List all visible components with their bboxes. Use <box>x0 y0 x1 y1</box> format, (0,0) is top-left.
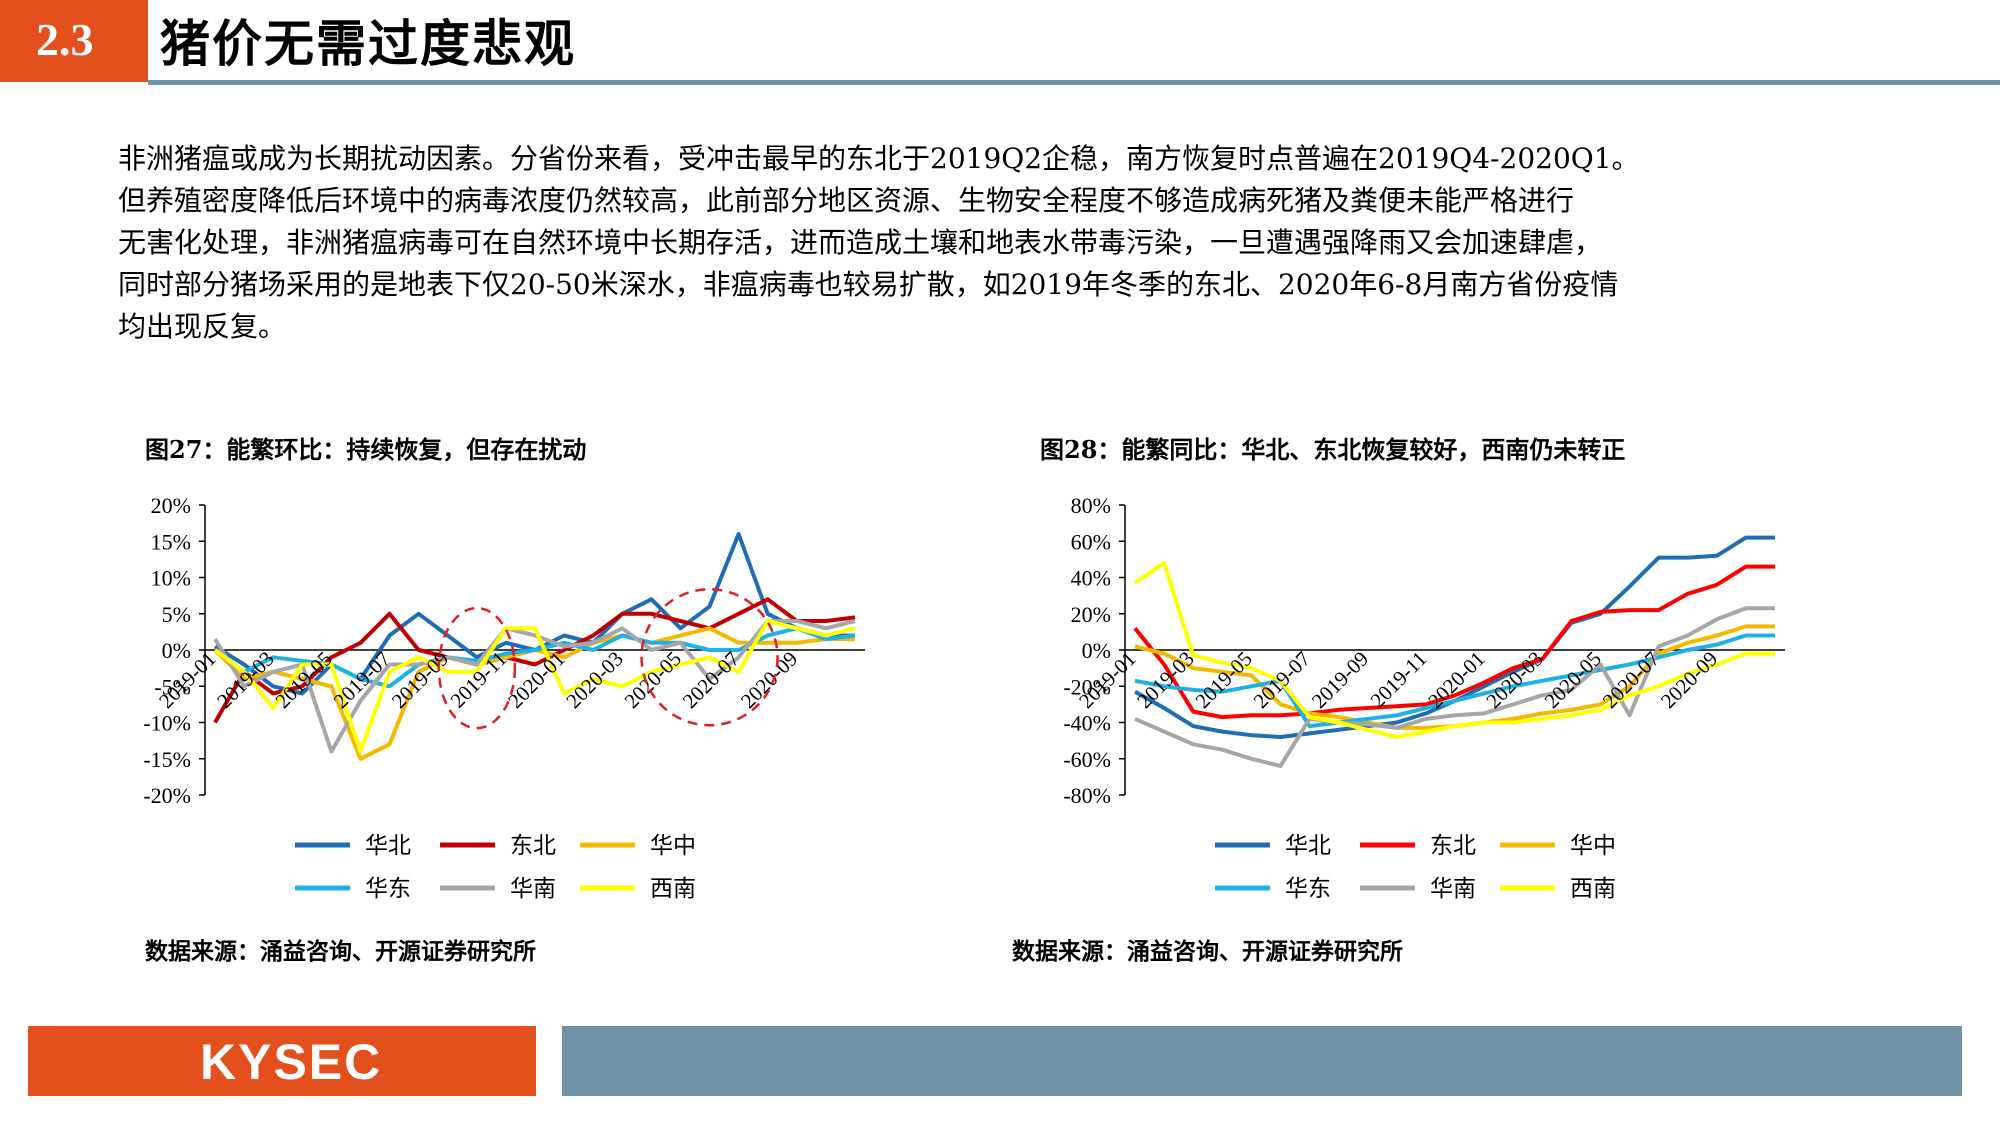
intro-line: 无害化处理，非洲猪瘟病毒可在自然环境中长期存活，进而造成土壤和地表水带毒污染，一… <box>118 226 1603 259</box>
footer-bar <box>562 1026 1962 1096</box>
y-tick-label: 15% <box>151 529 191 554</box>
y-tick-label: -20% <box>143 783 191 808</box>
y-tick-label: 20% <box>151 493 191 518</box>
legend-label: 华中 <box>650 833 696 859</box>
y-tick-label: -80% <box>1063 783 1111 808</box>
x-tick-label: 2020-05 <box>620 647 686 713</box>
x-tick-label: 2019-11 <box>1366 647 1432 713</box>
y-tick-label: -60% <box>1063 747 1111 772</box>
legend-label: 华南 <box>510 876 556 902</box>
figure-27-source: 数据来源：涌益咨询、开源证券研究所 <box>145 938 536 965</box>
intro-line: 均出现反复。 <box>118 310 287 343</box>
chart-fertile-sow-mom: 20%15%10%5%0%-5%-10%-15%-20%2019-012019-… <box>143 493 865 902</box>
legend-label: 西南 <box>1570 876 1616 902</box>
chart-fertile-sow-yoy: 80%60%40%20%0%-20%-40%-60%-80%2019-01201… <box>1063 493 1785 902</box>
intro-line: 但养殖密度降低后环境中的病毒浓度仍然较高，此前部分地区资源、生物安全程度不够造成… <box>118 184 1575 217</box>
y-tick-label: -5% <box>154 674 191 699</box>
y-tick-label: 0% <box>1082 638 1111 663</box>
section-badge <box>0 0 148 82</box>
y-tick-label: -15% <box>143 747 191 772</box>
figure-27-title: 图27：能繁环比：持续恢复，但存在扰动 <box>145 435 587 464</box>
y-tick-label: 40% <box>1071 566 1111 591</box>
header-divider <box>148 80 2000 85</box>
x-tick-label: 2019-09 <box>1307 647 1373 713</box>
y-tick-label: -40% <box>1063 711 1111 736</box>
y-tick-label: -20% <box>1063 674 1111 699</box>
y-tick-label: 0% <box>162 638 191 663</box>
y-tick-label: 80% <box>1071 493 1111 518</box>
legend-label: 华东 <box>365 876 411 902</box>
legend-label: 东北 <box>1430 833 1476 859</box>
y-tick-label: 60% <box>1071 529 1111 554</box>
legend-label: 华北 <box>365 833 411 859</box>
legend-label: 东北 <box>510 833 556 859</box>
y-tick-label: 20% <box>1071 602 1111 627</box>
legend-label: 华北 <box>1285 833 1331 859</box>
legend-label: 华东 <box>1285 876 1331 902</box>
annotation-circle <box>437 606 517 730</box>
kysec-logo: KYSEC <box>200 1034 383 1090</box>
x-tick-label: 2020-03 <box>561 647 627 713</box>
legend-label: 西南 <box>650 876 696 902</box>
figure-28-source: 数据来源：涌益咨询、开源证券研究所 <box>1012 938 1403 965</box>
section-number: 2.3 <box>36 14 94 65</box>
series-line-华南 <box>213 619 856 754</box>
series-line-西南 <box>1133 561 1775 739</box>
intro-paragraph: 非洲猪瘟或成为长期扰动因素。分省份来看，受冲击最早的东北于2019Q2企稳，南方… <box>118 138 1878 348</box>
intro-line: 同时部分猪场采用的是地表下仅20-50米深水，非瘟病毒也较易扩散，如2019年冬… <box>118 268 1619 301</box>
legend-label: 华南 <box>1430 876 1476 902</box>
x-tick-label: 2020-01 <box>1423 647 1489 713</box>
series-line-华南 <box>1134 606 1775 768</box>
intro-line: 非洲猪瘟或成为长期扰动因素。分省份来看，受冲击最早的东北于2019Q2企稳，南方… <box>118 142 1640 175</box>
series-line-西南 <box>213 619 856 754</box>
series-line-华东 <box>1134 633 1775 729</box>
series-line-东北 <box>1133 564 1775 720</box>
footer-logo-block <box>28 1026 536 1096</box>
page-title: 猪价无需过度悲观 <box>160 14 576 73</box>
y-tick-label: 10% <box>151 566 191 591</box>
series-line-东北 <box>213 597 856 724</box>
y-tick-label: 5% <box>162 602 191 627</box>
y-tick-label: -10% <box>143 711 191 736</box>
annotation-circle <box>640 588 779 727</box>
legend-label: 华中 <box>1570 833 1616 859</box>
figure-28-title: 图28：能繁同比：华北、东北恢复较好，西南仍未转正 <box>1040 435 1626 464</box>
